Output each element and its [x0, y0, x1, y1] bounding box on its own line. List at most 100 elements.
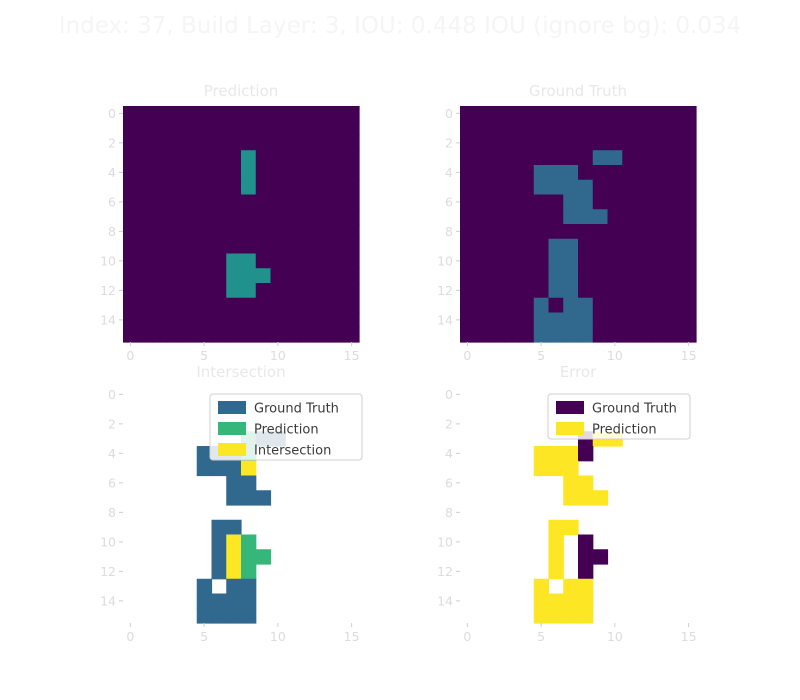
grid-cell [137, 238, 154, 255]
x-tick-label: 10 [270, 348, 286, 363]
grid-cell [226, 179, 242, 196]
grid-cell [666, 327, 682, 343]
grid-cell [314, 268, 331, 284]
grid-cell [651, 312, 668, 328]
grid-cell [285, 150, 301, 166]
y-tick-label: 8 [108, 505, 116, 520]
grid-cell [123, 150, 139, 166]
y-tick-label: 2 [108, 416, 116, 431]
grid-cell [474, 165, 491, 181]
grid-cell [182, 150, 198, 166]
grid-cell [211, 135, 227, 151]
y-tick-label: 14 [100, 312, 116, 327]
grid-cell [637, 106, 653, 122]
x-tick-label: 0 [463, 629, 471, 644]
grid-cell [666, 194, 682, 210]
grid-cell [241, 549, 257, 565]
grid-cell [592, 135, 609, 151]
grid-cell [152, 209, 168, 225]
grid-cell [489, 135, 505, 151]
grid-cell [167, 268, 183, 284]
grid-cell [211, 297, 227, 314]
grid-cell [241, 297, 257, 314]
grid-cell [226, 460, 242, 477]
legend-label: Ground Truth [254, 402, 339, 417]
grid-cell [607, 312, 623, 328]
grid-cell [607, 150, 623, 166]
grid-cell [533, 608, 550, 624]
grid-cell [666, 150, 682, 166]
grid-cell [211, 593, 227, 609]
grid-cell [270, 150, 286, 166]
grid-cell [533, 120, 550, 137]
grid-cell [344, 327, 360, 343]
grid-cell [196, 608, 213, 624]
grid-cell [519, 297, 535, 314]
grid-cell [607, 327, 623, 343]
grid-cell [152, 238, 168, 255]
x-tick-label: 5 [537, 629, 545, 644]
grid-cell [637, 150, 653, 166]
grid-cell [329, 327, 345, 343]
grid-cell [563, 593, 579, 609]
grid-cell [592, 549, 609, 565]
grid-cell [504, 179, 520, 196]
grid-cell [637, 120, 653, 137]
grid-cell [578, 283, 594, 299]
grid-cell [211, 268, 227, 284]
grid-cell [196, 297, 213, 314]
grid-cell [211, 179, 227, 196]
grid-cell [300, 135, 316, 151]
grid-cell [681, 165, 697, 181]
grid-cell [314, 106, 331, 122]
grid-cell [123, 268, 139, 284]
grid-cell [270, 268, 286, 284]
grid-cell [563, 106, 579, 122]
grid-cell [592, 490, 609, 506]
legend-label: Prediction [254, 423, 319, 438]
grid-cell [607, 194, 623, 210]
grid-cell [123, 165, 139, 181]
grid-cell [548, 150, 564, 166]
x-tick-label: 10 [270, 629, 286, 644]
grid-cell [592, 165, 609, 181]
x-tick-label: 0 [126, 629, 134, 644]
grid-cell [314, 327, 331, 343]
grid-cell [563, 194, 579, 210]
grid-cell [533, 593, 550, 609]
grid-cell [637, 194, 653, 210]
grid-cell [241, 179, 257, 196]
grid-cell [137, 150, 154, 166]
grid-cell [504, 209, 520, 225]
grid-cell [255, 179, 272, 196]
grid-cell [489, 179, 505, 196]
grid-cell [622, 297, 638, 314]
grid-cell [285, 312, 301, 328]
grid-cell [226, 209, 242, 225]
grid-cell [666, 238, 682, 255]
grid-cell [504, 312, 520, 328]
grid-cell [563, 253, 579, 269]
grid-cell [578, 194, 594, 210]
grid-cell [329, 283, 345, 299]
grid-cell [563, 179, 579, 196]
grid-cell [123, 194, 139, 210]
grid-cell [681, 120, 697, 137]
grid-cell [519, 209, 535, 225]
grid-cell [167, 120, 183, 137]
grid-cell [152, 327, 168, 343]
grid-cell [637, 209, 653, 225]
grid-cell [563, 519, 579, 536]
grid-cell [329, 238, 345, 255]
grid-cell [255, 238, 272, 255]
grid-cell [474, 283, 491, 299]
grid-cell [211, 209, 227, 225]
grid-cell [255, 194, 272, 210]
grid-cell [241, 283, 257, 299]
grid-cell [123, 120, 139, 137]
grid-cell [226, 165, 242, 181]
grid-cell [211, 224, 227, 240]
grid-cell [123, 238, 139, 255]
grid-cell [241, 475, 257, 491]
grid-cell [592, 327, 609, 343]
